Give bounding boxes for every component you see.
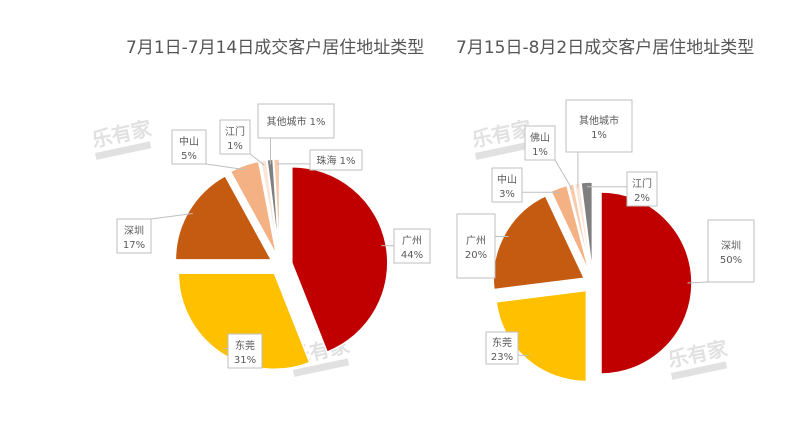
callout-江门: 江门 2%: [626, 171, 658, 207]
callout-深圳: 深圳 50%: [707, 219, 755, 283]
callout-label: 深圳: [124, 225, 144, 237]
right-chart-title: 7月15日-8月2日成交客户居住地址类型: [456, 38, 755, 58]
callout-label: 广州: [402, 235, 422, 247]
callout-percent: 1%: [227, 141, 243, 152]
callout-label: 其他城市 1%: [266, 115, 325, 128]
callout-江门: 江门 1%: [219, 119, 251, 155]
callout-珠海: 珠海 1%: [309, 149, 363, 171]
callout-中山: 中山 3%: [491, 167, 523, 203]
callout-percent: 44%: [401, 250, 423, 261]
callout-广州: 广州 44%: [393, 228, 431, 264]
left-pie-chart: 广州 44% 东莞 31% 深圳 17% 中山 5% 江门 1% 其他城市 1% 珠海 1%: [116, 103, 431, 370]
callout-percent: 23%: [491, 352, 513, 363]
callout-label: 江门: [632, 177, 652, 190]
callout-其他城市: 其他城市 1%: [565, 99, 633, 153]
callout-percent: 1%: [532, 147, 548, 158]
callout-深圳: 深圳 17%: [116, 218, 152, 254]
pie-slice-东莞: [495, 289, 588, 383]
callout-label: 东莞: [492, 336, 512, 349]
callout-label: 佛山: [530, 131, 550, 144]
pie-slice-深圳: [600, 191, 693, 375]
callout-percent: 20%: [465, 250, 487, 261]
callout-percent: 3%: [499, 189, 515, 200]
callout-label: 深圳: [721, 240, 741, 252]
callout-label: 其他城市: [579, 114, 619, 127]
left-chart-title: 7月1日-7月14日成交客户居住地址类型: [126, 38, 425, 58]
callout-广州: 广州 20%: [456, 213, 496, 279]
callout-东莞: 东莞 23%: [485, 331, 519, 365]
callout-label: 广州: [466, 235, 486, 247]
callout-label: 江门: [225, 125, 245, 138]
callout-其他城市: 其他城市 1%: [257, 103, 335, 139]
pie-slice-广州: [291, 165, 389, 353]
callout-东莞: 东莞 31%: [227, 333, 263, 369]
pie-slice-中山: [549, 184, 591, 274]
callout-label: 中山: [179, 135, 199, 148]
right-pie-chart: 深圳 50% 东莞 23% 广州 20% 中山 3% 佛山 1% 其他城市 1% 江门 2%: [456, 99, 755, 383]
pie-slice-深圳: [174, 174, 273, 261]
callout-中山: 中山 5%: [171, 129, 207, 165]
pie-slice-广州: [492, 194, 586, 291]
callout-percent: 31%: [234, 355, 256, 366]
callout-label: 东莞: [235, 339, 255, 352]
callout-percent: 17%: [123, 240, 145, 251]
callout-percent: 50%: [720, 255, 742, 266]
callout-label: 中山: [497, 173, 517, 186]
callout-label: 珠海 1%: [316, 154, 355, 167]
callout-percent: 2%: [634, 193, 650, 204]
callout-佛山: 佛山 1%: [524, 125, 556, 161]
pie-slice-其他城市: [573, 182, 593, 274]
pie-slice-江门: [580, 181, 594, 274]
callout-percent: 5%: [181, 151, 197, 162]
callout-percent: 1%: [591, 130, 607, 141]
pie-slice-珠海: [272, 158, 281, 256]
pie-slice-东莞: [177, 272, 311, 370]
